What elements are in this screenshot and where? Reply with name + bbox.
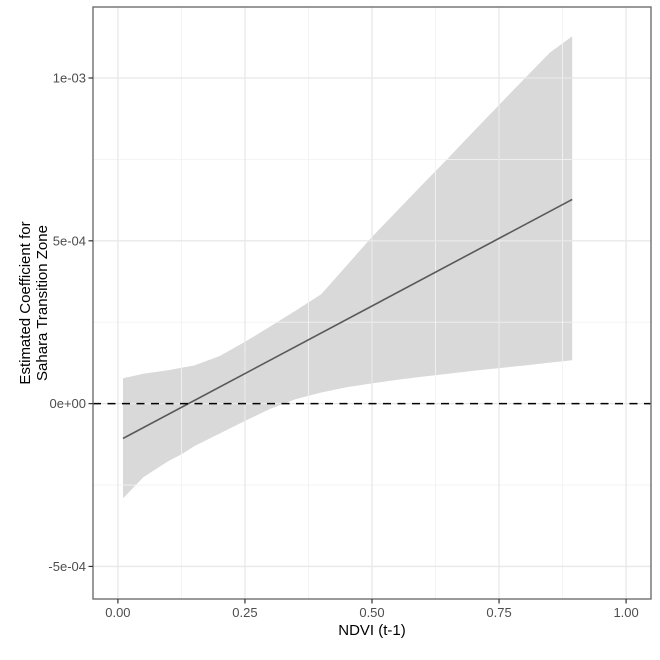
regression-line (122, 198, 573, 440)
y-tick-label: -5e-04 (48, 559, 86, 574)
x-tick-label: 0.50 (359, 605, 384, 620)
y-tick-label: 0e+00 (49, 396, 86, 411)
x-axis-title: NDVI (t-1) (338, 622, 406, 639)
plot-layers: 0.00 0.25 0.50 0.75 1.00 -5e-04 0e+00 5e-04 1e-0… (48, 6, 652, 620)
y-axis-title-line2: Sahara Transition Zone (34, 225, 51, 381)
confidence-ribbon (123, 36, 573, 499)
x-tick-label: 0.75 (486, 605, 511, 620)
y-tick-label: 1e-03 (53, 71, 86, 86)
x-tick-label: 0.00 (105, 605, 130, 620)
y-axis-title-line1: Estimated Coefficient for (17, 221, 34, 384)
x-tick-label: 1.00 (613, 605, 638, 620)
y-tick-label: 5e-04 (53, 233, 86, 248)
x-tick-label: 0.25 (232, 605, 257, 620)
